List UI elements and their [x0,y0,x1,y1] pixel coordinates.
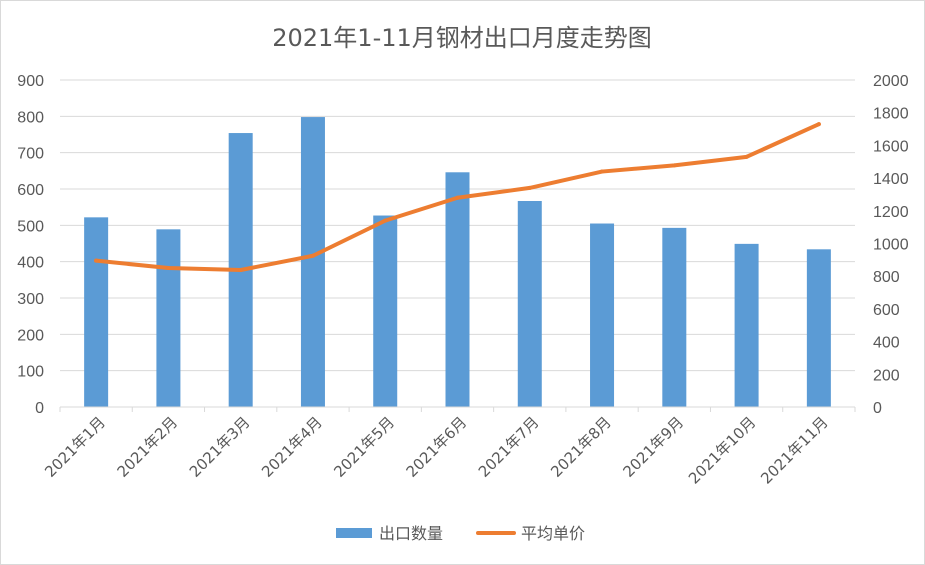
x-tick-label: 2021年2月 [114,413,182,481]
x-tick-label: 2021年7月 [475,413,543,481]
line-point [527,185,532,190]
bar [734,243,759,407]
left-tick-label: 100 [17,364,44,381]
right-tick-label: 1800 [873,106,909,123]
line-point [600,169,605,174]
right-tick-label: 800 [873,269,900,286]
bar [517,200,542,407]
bar [806,249,831,407]
line-point [816,122,821,127]
x-tick-label: 2021年4月 [258,413,326,481]
bar [300,117,325,407]
x-tick-label: 2021年1月 [41,413,109,481]
left-tick-label: 400 [17,255,44,272]
bar [662,227,687,407]
line-point [94,258,99,263]
line-point [455,195,460,200]
right-tick-label: 1000 [873,237,909,254]
left-tick-label: 900 [17,73,44,90]
line-point [383,218,388,223]
line-point [166,266,171,271]
legend-label-bar: 出口数量 [379,524,443,543]
bar [156,229,181,407]
line-point [744,154,749,159]
left-tick-label: 500 [17,218,44,235]
right-tick-label: 2000 [873,73,909,90]
left-axis: 0 100 200 300 400 500 600 700 800 900 [17,73,44,417]
legend-swatch-bar [336,528,372,538]
x-tick-label: 2021年9月 [619,413,687,481]
right-tick-label: 600 [873,302,900,319]
right-tick-label: 400 [873,335,900,352]
x-tick-label: 2021年6月 [403,413,471,481]
line-point [310,253,315,258]
x-tick-label: 2021年8月 [547,413,615,481]
left-tick-label: 200 [17,327,44,344]
right-tick-label: 1400 [873,171,909,188]
bar [590,223,615,407]
line-point [238,267,243,272]
left-tick-label: 800 [17,109,44,126]
x-axis: 2021年1月 2021年2月 2021年3月 2021年4月 2021年5月 2021年… [41,406,856,488]
x-tick-label: 2021年10月 [685,413,759,487]
x-tick-label: 2021年11月 [757,413,831,487]
line-series [94,122,821,272]
x-tick-label: 2021年3月 [186,413,254,481]
left-tick-label: 300 [17,291,44,308]
bar [445,172,470,407]
right-tick-label: 1600 [873,138,909,155]
right-tick-label: 1200 [873,204,909,221]
legend-label-line: 平均单价 [521,524,585,543]
line-point [672,163,677,168]
right-tick-label: 0 [873,400,882,417]
left-tick-label: 700 [17,146,44,163]
chart-title: 2021年1-11月钢材出口月度走势图 [272,24,652,52]
bar [84,217,109,407]
left-tick-label: 600 [17,182,44,199]
bar [373,215,398,407]
left-tick-label: 0 [35,400,44,417]
x-tick-label: 2021年5月 [330,413,398,481]
legend: 出口数量 平均单价 [336,524,585,543]
right-tick-label: 200 [873,367,900,384]
right-axis: 0 200 400 600 800 1000 1200 1400 1600 1800 2000 [873,73,909,417]
